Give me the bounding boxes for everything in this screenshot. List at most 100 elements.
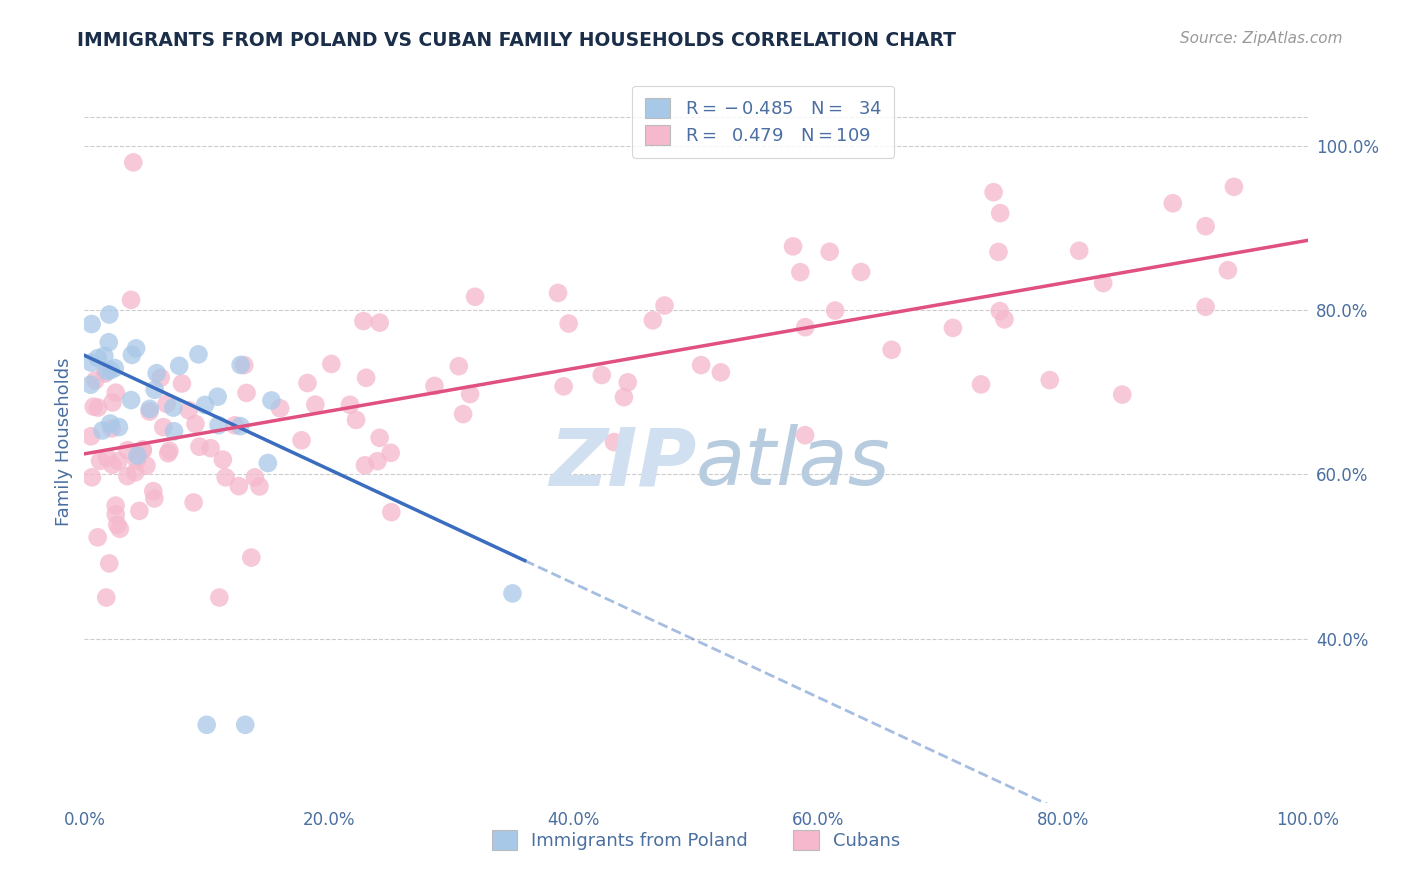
Point bbox=[96, 364, 118, 378]
Point bbox=[125, 453, 148, 467]
Point bbox=[104, 499, 127, 513]
Point bbox=[207, 418, 229, 433]
Point bbox=[1223, 179, 1246, 194]
Point bbox=[207, 390, 229, 404]
Point bbox=[117, 443, 139, 458]
Point bbox=[87, 351, 110, 366]
Point bbox=[233, 358, 256, 372]
Point bbox=[290, 434, 312, 448]
Point bbox=[93, 349, 115, 363]
Point bbox=[344, 413, 367, 427]
Point bbox=[80, 429, 103, 443]
Point bbox=[983, 185, 1005, 199]
Point bbox=[162, 401, 184, 415]
Point bbox=[591, 368, 613, 382]
Point bbox=[98, 417, 121, 431]
Point bbox=[155, 397, 177, 411]
Point bbox=[127, 449, 149, 463]
Point bbox=[163, 425, 186, 439]
Point bbox=[641, 313, 664, 327]
Point bbox=[104, 508, 127, 522]
Point bbox=[1216, 263, 1239, 277]
Point bbox=[1092, 276, 1115, 290]
Point bbox=[1194, 300, 1216, 314]
Point bbox=[654, 299, 676, 313]
Point bbox=[257, 456, 280, 470]
Point bbox=[139, 401, 162, 416]
Point bbox=[235, 385, 257, 400]
Point bbox=[120, 293, 142, 307]
Point bbox=[988, 206, 1011, 220]
Point bbox=[188, 440, 211, 454]
Point bbox=[368, 431, 391, 445]
Point bbox=[260, 393, 283, 408]
Point bbox=[354, 458, 377, 473]
Point bbox=[304, 398, 326, 412]
Point bbox=[987, 244, 1010, 259]
Point bbox=[143, 491, 166, 506]
Point bbox=[104, 385, 127, 400]
Point bbox=[224, 418, 246, 433]
Point bbox=[1111, 387, 1133, 401]
Point bbox=[108, 522, 131, 536]
Point bbox=[187, 347, 209, 361]
Point bbox=[228, 479, 250, 493]
Point bbox=[818, 244, 841, 259]
Point bbox=[170, 376, 193, 391]
Point bbox=[352, 314, 374, 328]
Point bbox=[98, 308, 121, 322]
Point bbox=[195, 718, 218, 732]
Point bbox=[229, 419, 252, 434]
Point bbox=[988, 304, 1011, 318]
Point bbox=[157, 443, 180, 458]
Point bbox=[177, 403, 200, 417]
Point bbox=[249, 479, 271, 493]
Point bbox=[880, 343, 903, 357]
Point bbox=[135, 458, 157, 473]
Point bbox=[339, 398, 361, 412]
Point bbox=[194, 398, 217, 412]
Point bbox=[132, 443, 155, 458]
Point bbox=[368, 316, 391, 330]
Point bbox=[96, 591, 118, 605]
Point bbox=[120, 393, 142, 408]
Point bbox=[104, 361, 127, 376]
Legend: Immigrants from Poland, Cubans: Immigrants from Poland, Cubans bbox=[479, 817, 912, 863]
Point bbox=[86, 530, 108, 544]
Point bbox=[229, 358, 252, 372]
Point bbox=[710, 365, 733, 379]
Point bbox=[97, 335, 120, 350]
Point bbox=[354, 371, 377, 385]
Point bbox=[84, 374, 107, 388]
Point bbox=[502, 586, 524, 600]
Point bbox=[152, 420, 174, 434]
Text: IMMIGRANTS FROM POLAND VS CUBAN FAMILY HOUSEHOLDS CORRELATION CHART: IMMIGRANTS FROM POLAND VS CUBAN FAMILY H… bbox=[77, 31, 956, 50]
Point bbox=[80, 317, 103, 331]
Point bbox=[547, 285, 569, 300]
Point bbox=[616, 376, 638, 390]
Text: Source: ZipAtlas.com: Source: ZipAtlas.com bbox=[1180, 31, 1343, 46]
Point bbox=[138, 404, 160, 418]
Point bbox=[269, 401, 291, 416]
Point bbox=[794, 428, 817, 442]
Point bbox=[101, 395, 124, 409]
Point bbox=[214, 470, 236, 484]
Y-axis label: Family Households: Family Households bbox=[55, 358, 73, 525]
Point bbox=[98, 557, 121, 571]
Point bbox=[124, 466, 146, 480]
Point bbox=[321, 357, 343, 371]
Point bbox=[208, 591, 231, 605]
Point bbox=[105, 517, 128, 532]
Point bbox=[101, 458, 124, 472]
Point bbox=[183, 495, 205, 509]
Point bbox=[149, 370, 172, 384]
Point bbox=[553, 379, 575, 393]
Point bbox=[451, 407, 474, 421]
Point bbox=[107, 454, 129, 468]
Point bbox=[993, 312, 1015, 326]
Point bbox=[125, 342, 148, 356]
Point bbox=[849, 265, 872, 279]
Point bbox=[143, 383, 166, 397]
Point bbox=[157, 446, 180, 460]
Point bbox=[80, 470, 103, 484]
